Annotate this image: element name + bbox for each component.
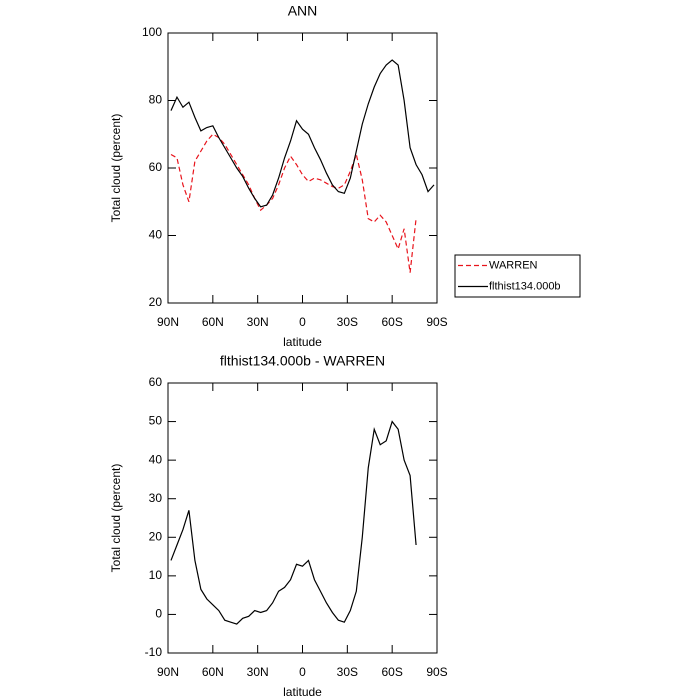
legend-label: WARREN <box>489 259 538 271</box>
x-tick-label: 90S <box>426 315 447 329</box>
x-tick-label: 60S <box>381 315 402 329</box>
x-tick-label: 30S <box>337 665 358 679</box>
x-tick-label: 90S <box>426 665 447 679</box>
y-tick-label: 20 <box>149 295 163 309</box>
legend-label: flthist134.000b <box>489 280 561 292</box>
y-tick-label: -10 <box>145 645 163 659</box>
y-tick-label: 60 <box>149 375 163 389</box>
y-tick-label: 40 <box>149 228 163 242</box>
legend-box <box>454 254 581 298</box>
x-tick-label: 60N <box>202 665 224 679</box>
x-tick-label: 90N <box>157 665 179 679</box>
y-tick-label: 80 <box>149 93 163 107</box>
x-tick-label: 0 <box>299 665 306 679</box>
x-tick-label: 30N <box>247 665 269 679</box>
x-tick-label: 30S <box>337 315 358 329</box>
x-tick-label: 30N <box>247 315 269 329</box>
series-line <box>170 59 435 208</box>
y-axis-label: Total cloud (percent) <box>109 464 123 573</box>
plot-frame <box>167 382 438 654</box>
x-tick-label: 60N <box>202 315 224 329</box>
y-tick-label: 0 <box>155 607 162 621</box>
y-axis-label: Total cloud (percent) <box>109 114 123 223</box>
x-axis-label: latitude <box>283 335 322 349</box>
x-tick-label: 60S <box>381 665 402 679</box>
chart-title: ANN <box>288 3 318 19</box>
y-tick-label: 10 <box>149 568 163 582</box>
plot-frame <box>167 32 438 304</box>
x-tick-label: 0 <box>299 315 306 329</box>
series-line <box>170 420 417 625</box>
y-tick-label: 30 <box>149 491 163 505</box>
x-axis-label: latitude <box>283 685 322 699</box>
y-tick-label: 40 <box>149 452 163 466</box>
y-tick-label: 50 <box>149 414 163 428</box>
x-tick-label: 90N <box>157 315 179 329</box>
chart-title: flthist134.000b - WARREN <box>220 353 385 369</box>
y-tick-label: 20 <box>149 529 163 543</box>
y-tick-label: 100 <box>142 25 162 39</box>
series-line <box>170 133 417 273</box>
y-tick-label: 60 <box>149 160 163 174</box>
